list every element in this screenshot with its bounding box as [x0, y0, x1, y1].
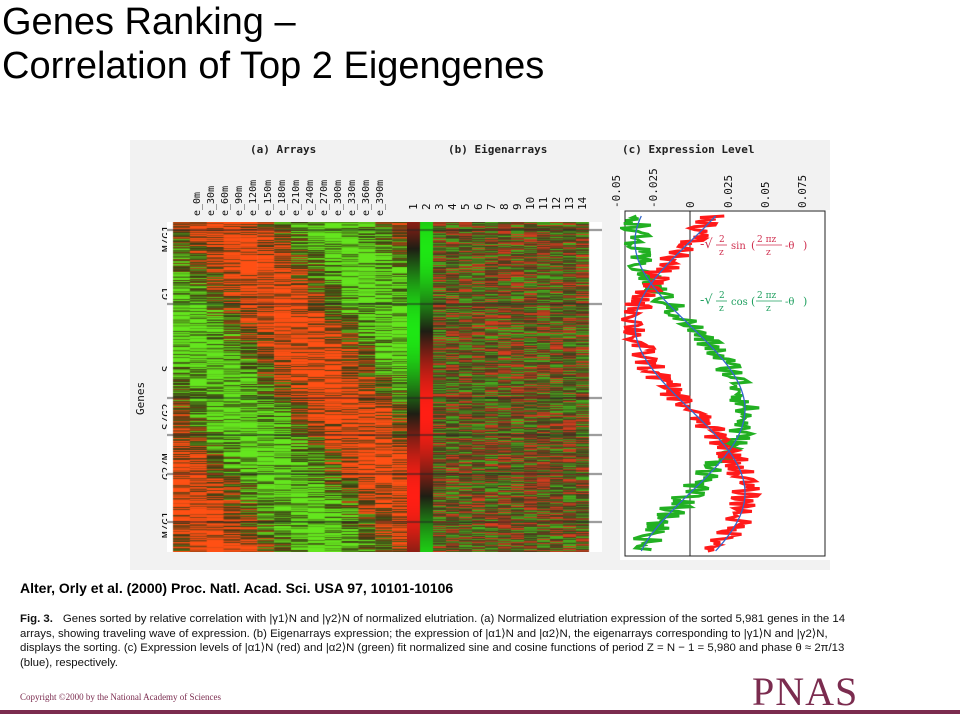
svg-text:-√: -√ [700, 293, 713, 308]
arrays-heatmap [167, 222, 417, 552]
genes-axis-label: Genes [134, 381, 147, 415]
sine-fit-blue-line [634, 215, 746, 552]
array-label-e_270m: e_270m [318, 179, 330, 216]
slide-title-line-1: Genes Ranking – [2, 1, 296, 43]
caption-text: Genes sorted by relative correlation wit… [20, 613, 846, 669]
eigenarray-label-5: 5 [459, 203, 472, 210]
eigenarray-label-6: 6 [472, 203, 485, 210]
array-label-e_90m: e_90m [234, 185, 246, 216]
eigenarray-label-11: 11 [537, 196, 550, 210]
pnas-logo: PNAS [752, 669, 859, 714]
bottom-rule [0, 710, 960, 714]
array-label-e_120m: e_120m [248, 179, 260, 216]
panel-c-title: (c) Expression Level [622, 143, 755, 156]
expression-tick-0.05: 0.05 [758, 181, 772, 209]
svg-text:): ) [803, 295, 807, 308]
array-label-e_30m: e_30m [206, 185, 218, 216]
svg-text:z: z [719, 248, 724, 258]
svg-text:2: 2 [719, 235, 725, 245]
figure-caption: Fig. 3. Genes sorted by relative correlat… [20, 612, 870, 670]
array-label-e_390m: e_390m [375, 179, 387, 216]
cosine-formula: -√ 2 z cos ( 2 πz z -θ ) [700, 291, 807, 314]
slide-title: Genes Ranking – Correlation of Top 2 Eig… [2, 0, 544, 88]
svg-text:-√: -√ [700, 237, 713, 252]
sin-label: sin [731, 241, 746, 252]
svg-text:-θ: -θ [785, 297, 794, 308]
expression-tick-0.025: 0.025 [721, 174, 735, 208]
eigenarrays-heatmap [407, 222, 602, 552]
svg-text:): ) [803, 239, 807, 252]
slide-title-line-2: Correlation of Top 2 Eigengenes [2, 45, 545, 87]
expression-tick--0.025: -0.025 [647, 168, 661, 208]
panel-a-title: (a) Arrays [250, 143, 317, 156]
cosine-fit-blue-line [634, 215, 746, 552]
array-label-e_0m: e_0m [192, 191, 203, 216]
array-label-e_330m: e_330m [347, 179, 359, 216]
array-label-e_180m: e_180m [276, 179, 288, 216]
eigenarray-label-3: 3 [433, 203, 446, 210]
eigenarray-label-7: 7 [485, 203, 498, 210]
expression-level-plot: -√ 2 z sin ( 2 πz z -θ ) -√ 2 z cos ( 2 … [620, 210, 830, 560]
svg-text:-θ: -θ [785, 241, 794, 252]
citation: Alter, Orly et al. (2000) Proc. Natl. Ac… [20, 580, 454, 596]
array-label-e_60m: e_60m [220, 185, 232, 216]
expression-tick-0.075: 0.075 [796, 174, 809, 208]
cos-label: cos [731, 297, 748, 308]
expression-tick-0: 0 [684, 201, 698, 208]
svg-text:(: ( [751, 239, 755, 252]
eigenarray-label-1: 1 [407, 203, 420, 210]
panel-b-title: (b) Eigenarrays [448, 143, 548, 156]
svg-text:2 πz: 2 πz [757, 235, 777, 245]
eigenarray-label-9: 9 [511, 203, 524, 210]
caption-label: Fig. 3. [20, 613, 53, 625]
eigenarray-label-4: 4 [446, 203, 459, 210]
figure-image: (a) Arrays (b) Eigenarrays (c) Expressio… [130, 140, 830, 570]
eigenarray-label-10: 10 [524, 196, 537, 210]
array-label-e_210m: e_210m [290, 179, 302, 216]
sine-formula: -√ 2 z sin ( 2 πz z -θ ) [700, 235, 807, 258]
svg-text:z: z [766, 304, 771, 314]
plot-frame [624, 210, 826, 557]
svg-text:z: z [719, 304, 724, 314]
svg-text:z: z [766, 248, 771, 258]
plot-background [620, 210, 830, 560]
array-label-e_240m: e_240m [304, 179, 316, 216]
eigenarray-label-14: 14 [576, 196, 589, 210]
svg-text:2: 2 [719, 291, 725, 301]
eigenarray-label-2: 2 [420, 203, 433, 210]
copyright-notice: Copyright ©2000 by the National Academy … [20, 692, 222, 702]
array-label-e_300m: e_300m [333, 179, 344, 216]
array-label-e_150m: e_150m [262, 179, 274, 216]
svg-text:(: ( [751, 295, 755, 308]
eigenarray-label-12: 12 [550, 196, 563, 210]
svg-text:2 πz: 2 πz [757, 291, 777, 301]
alpha1-red-trace [621, 214, 763, 553]
eigenarray-label-13: 13 [563, 196, 576, 210]
eigenarray-label-8: 8 [498, 203, 511, 210]
array-label-e_360m: e_360m [361, 179, 373, 216]
expression-tick--0.05: -0.05 [610, 174, 623, 208]
